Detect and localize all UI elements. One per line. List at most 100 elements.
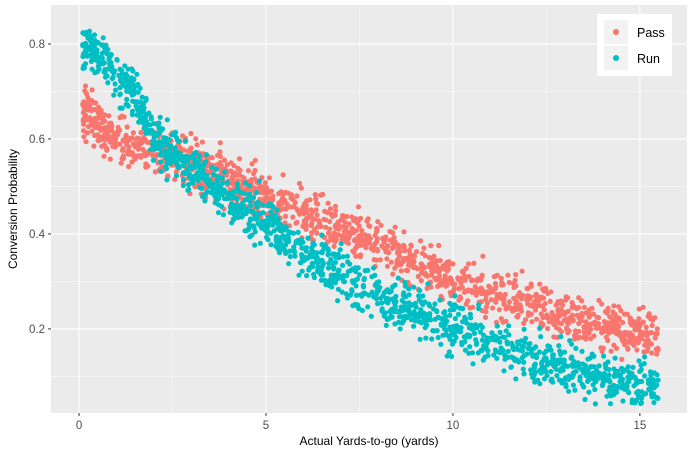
- data-point-pass: [102, 136, 109, 142]
- legend-label-run: Run: [637, 52, 660, 66]
- data-point-pass: [483, 292, 489, 298]
- data-point-pass: [300, 204, 306, 210]
- data-point-pass: [294, 193, 300, 199]
- data-point-run: [275, 245, 281, 251]
- data-point-pass: [340, 224, 346, 230]
- data-point-pass: [547, 298, 553, 304]
- legend-key-run: [613, 55, 619, 61]
- data-point-pass: [565, 308, 571, 314]
- data-point-run: [647, 381, 653, 387]
- data-point-run: [241, 210, 247, 216]
- data-point-run: [257, 211, 263, 217]
- data-point-run: [293, 238, 299, 244]
- data-point-run: [442, 321, 448, 327]
- data-point-run: [479, 337, 485, 343]
- data-point-pass: [296, 180, 303, 187]
- data-point-run: [582, 396, 588, 403]
- data-point-run: [286, 239, 292, 245]
- data-point-pass: [103, 129, 109, 135]
- data-point-pass: [576, 315, 582, 321]
- data-point-pass: [252, 157, 258, 163]
- data-point-pass: [126, 150, 132, 157]
- data-point-run: [354, 276, 360, 282]
- data-point-pass: [483, 304, 490, 310]
- data-point-pass: [415, 273, 421, 279]
- data-point-run: [330, 265, 336, 271]
- data-point-run: [554, 373, 560, 379]
- legend-key-pass: [613, 29, 619, 35]
- data-point-pass: [269, 195, 275, 201]
- data-point-run: [392, 303, 398, 309]
- data-point-run: [365, 267, 371, 273]
- data-point-run: [279, 228, 285, 234]
- data-point-pass: [401, 248, 408, 254]
- data-point-pass: [383, 249, 389, 255]
- data-point-run: [539, 364, 545, 371]
- data-point-run: [619, 365, 625, 371]
- x-tick-label: 0: [76, 420, 82, 432]
- data-point-run: [506, 332, 512, 338]
- data-point-pass: [572, 336, 578, 342]
- data-point-pass: [384, 256, 390, 262]
- data-point-pass: [120, 153, 126, 159]
- data-point-pass: [443, 282, 449, 288]
- data-point-pass: [641, 349, 647, 355]
- data-point-run: [544, 373, 550, 379]
- data-point-pass: [366, 240, 372, 246]
- data-point-run: [453, 304, 459, 310]
- data-point-pass: [312, 226, 318, 233]
- data-point-pass: [421, 265, 428, 271]
- data-point-pass: [604, 329, 611, 335]
- data-point-pass: [91, 143, 97, 149]
- data-point-pass: [262, 180, 268, 186]
- data-point-pass: [333, 231, 339, 237]
- data-point-pass: [252, 167, 258, 174]
- data-point-pass: [436, 242, 442, 249]
- data-point-run: [247, 191, 253, 197]
- data-point-pass: [555, 299, 561, 305]
- data-point-pass: [436, 273, 442, 279]
- data-point-run: [146, 127, 152, 133]
- data-point-pass: [418, 278, 424, 284]
- data-point-pass: [632, 324, 638, 330]
- data-point-run: [270, 222, 276, 228]
- data-point-run: [355, 265, 361, 271]
- data-point-run: [296, 272, 302, 278]
- data-point-run: [369, 274, 375, 280]
- data-point-pass: [387, 228, 393, 235]
- data-point-run: [330, 251, 336, 257]
- data-point-pass: [564, 319, 570, 326]
- data-point-pass: [528, 281, 534, 287]
- data-point-pass: [463, 301, 469, 307]
- data-point-run: [412, 300, 418, 306]
- data-point-run: [513, 345, 520, 352]
- data-point-pass: [604, 310, 610, 316]
- data-point-run: [500, 334, 506, 340]
- data-point-run: [137, 116, 144, 122]
- data-point-pass: [591, 333, 597, 339]
- data-point-run: [590, 370, 596, 376]
- data-point-pass: [347, 233, 353, 239]
- data-point-run: [371, 265, 377, 271]
- data-point-pass: [141, 138, 147, 144]
- data-point-run: [638, 362, 644, 368]
- data-point-run: [286, 261, 292, 267]
- data-point-run: [654, 382, 660, 388]
- data-point-run: [592, 386, 598, 393]
- data-point-pass: [121, 114, 127, 120]
- data-point-run: [648, 372, 654, 378]
- data-point-run: [258, 222, 264, 228]
- data-point-pass: [549, 309, 555, 316]
- data-point-run: [478, 322, 484, 328]
- data-point-run: [549, 359, 555, 365]
- data-point-run: [247, 208, 253, 214]
- data-point-run: [579, 348, 585, 354]
- data-point-run: [642, 354, 648, 360]
- data-point-run: [320, 272, 326, 278]
- x-tick-label: 5: [263, 420, 269, 432]
- data-point-run: [594, 367, 600, 374]
- data-point-run: [263, 234, 270, 240]
- data-point-run: [148, 147, 154, 153]
- data-point-run: [119, 71, 125, 77]
- data-point-run: [524, 351, 530, 357]
